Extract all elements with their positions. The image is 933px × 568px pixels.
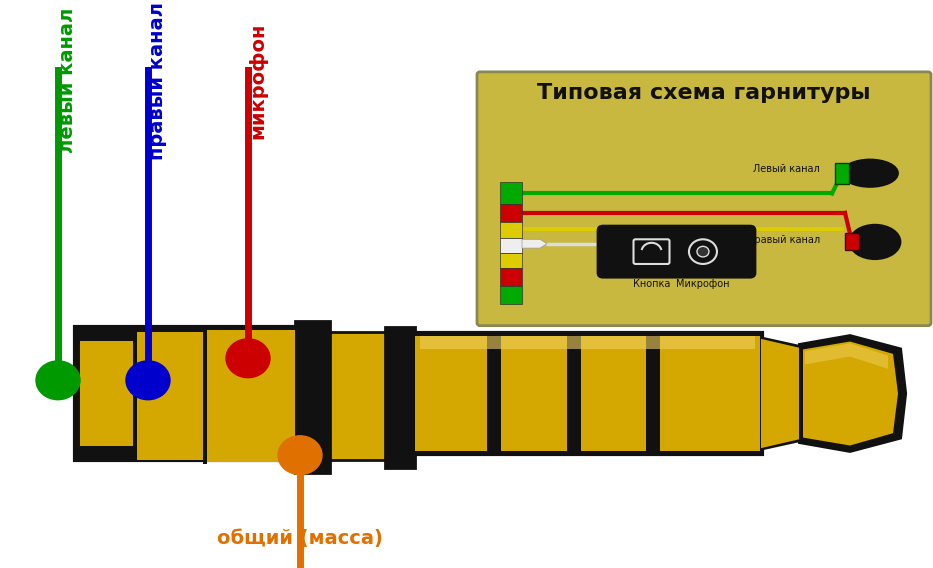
Bar — [835, 162, 849, 184]
Ellipse shape — [842, 160, 898, 186]
Text: левый канал: левый канал — [58, 8, 77, 153]
Bar — [500, 253, 522, 268]
Circle shape — [126, 361, 170, 400]
Circle shape — [697, 247, 709, 257]
Bar — [75, 327, 295, 460]
Polygon shape — [805, 343, 888, 369]
Bar — [500, 286, 522, 304]
Bar — [133, 327, 137, 462]
FancyBboxPatch shape — [634, 239, 670, 264]
Polygon shape — [803, 341, 898, 445]
Bar — [500, 222, 522, 237]
Bar — [330, 332, 385, 460]
Bar — [487, 333, 501, 453]
Bar — [500, 237, 522, 253]
Text: Левый канал: Левый канал — [753, 164, 820, 174]
Text: Правый канал: Правый канал — [747, 235, 820, 245]
Polygon shape — [760, 336, 800, 451]
Polygon shape — [761, 339, 799, 448]
Bar — [500, 182, 522, 204]
FancyBboxPatch shape — [477, 72, 931, 325]
Text: Типовая схема гарнитуры: Типовая схема гарнитуры — [537, 83, 870, 103]
Text: Кнопка: Кнопка — [633, 279, 670, 289]
Bar — [420, 336, 755, 349]
Text: общий (масса): общий (масса) — [217, 529, 383, 548]
Bar — [203, 325, 207, 464]
Bar — [500, 268, 522, 286]
Bar — [80, 341, 135, 446]
Bar — [295, 321, 330, 473]
Ellipse shape — [850, 225, 900, 258]
Bar — [566, 333, 580, 453]
Bar — [500, 204, 522, 222]
Text: правый канал: правый канал — [148, 2, 167, 160]
Text: микрофон: микрофон — [248, 23, 267, 139]
FancyBboxPatch shape — [598, 226, 755, 277]
Bar — [205, 330, 295, 462]
Circle shape — [36, 361, 80, 400]
Bar — [135, 332, 205, 460]
Bar — [415, 336, 760, 451]
Bar — [413, 333, 762, 454]
Circle shape — [278, 436, 322, 475]
Bar — [385, 327, 415, 469]
Bar — [845, 233, 859, 250]
Circle shape — [226, 339, 270, 378]
Polygon shape — [800, 336, 905, 451]
Text: Микрофон: Микрофон — [676, 279, 730, 289]
Polygon shape — [522, 239, 547, 248]
Circle shape — [689, 239, 717, 264]
Bar — [646, 333, 660, 453]
